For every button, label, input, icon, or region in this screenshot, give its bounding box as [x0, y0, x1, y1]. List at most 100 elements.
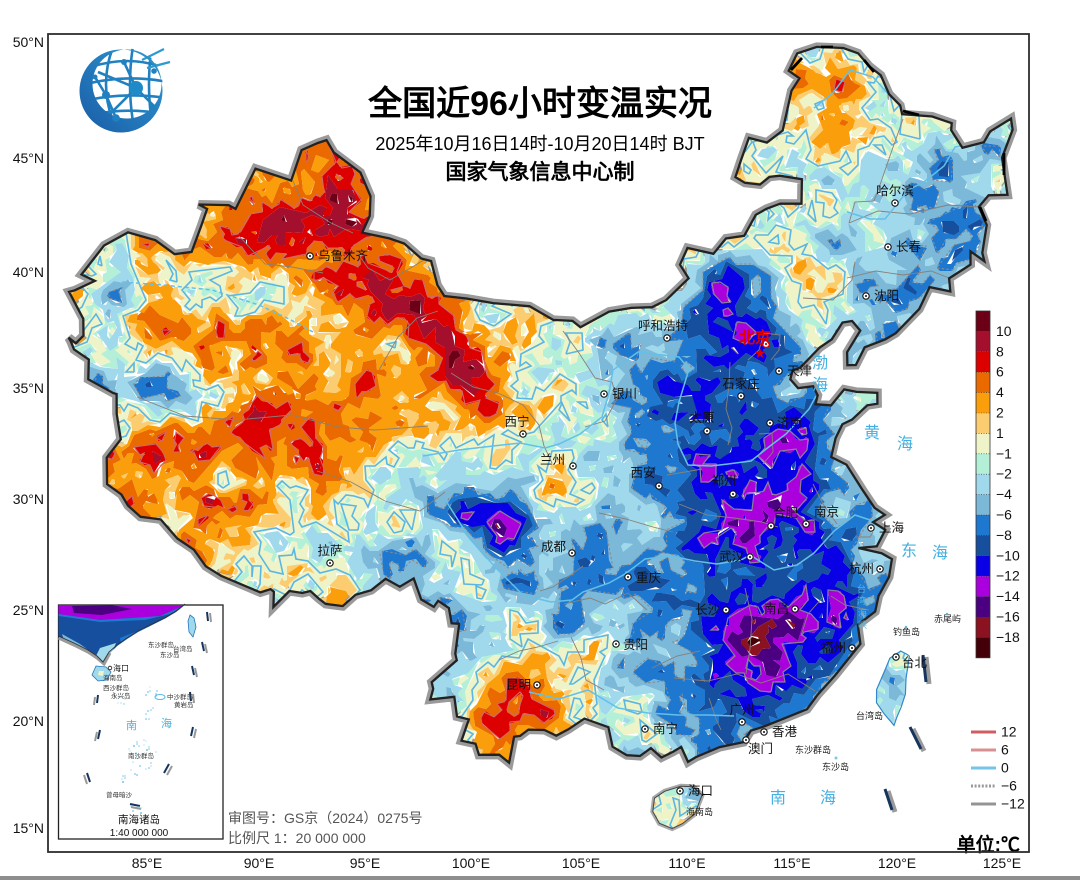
svg-text:0: 0 — [1001, 760, 1009, 776]
svg-text:50°N: 50°N — [13, 34, 44, 50]
svg-text:110°E: 110°E — [668, 855, 705, 871]
svg-text:昆明: 昆明 — [506, 678, 531, 692]
svg-text:−12: −12 — [996, 568, 1020, 584]
svg-text:南: 南 — [126, 719, 137, 732]
svg-text:郑州: 郑州 — [711, 473, 736, 488]
svg-text:南宁: 南宁 — [653, 721, 678, 736]
svg-text:东沙群岛: 东沙群岛 — [795, 744, 831, 755]
svg-text:海: 海 — [161, 716, 172, 730]
svg-text:台湾岛: 台湾岛 — [856, 710, 883, 721]
svg-text:香港: 香港 — [772, 725, 798, 739]
svg-text:海: 海 — [932, 544, 948, 562]
svg-text:25°N: 25°N — [13, 602, 44, 618]
svg-text:−1: −1 — [996, 445, 1012, 461]
svg-text:台: 台 — [857, 583, 866, 594]
svg-text:12: 12 — [1001, 724, 1017, 740]
svg-text:35°N: 35°N — [13, 380, 44, 396]
svg-text:−6: −6 — [996, 507, 1012, 523]
svg-text:银川: 银川 — [612, 387, 637, 401]
svg-text:贵阳: 贵阳 — [623, 638, 648, 652]
svg-text:15°N: 15°N — [13, 820, 44, 836]
svg-text:东: 东 — [901, 542, 917, 560]
svg-text:单位:℃: 单位:℃ — [957, 833, 1020, 856]
svg-text:120°E: 120°E — [878, 855, 916, 871]
svg-text:南海诸岛: 南海诸岛 — [118, 813, 160, 826]
svg-text:东沙岛: 东沙岛 — [822, 761, 849, 772]
svg-text:石家庄: 石家庄 — [722, 376, 760, 391]
svg-text:澳门: 澳门 — [748, 741, 773, 756]
svg-text:115°E: 115°E — [773, 855, 810, 871]
svg-text:北京: 北京 — [739, 328, 771, 347]
svg-text:合肥: 合肥 — [773, 505, 799, 520]
svg-text:−2: −2 — [996, 466, 1012, 482]
svg-text:125°E: 125°E — [983, 855, 1021, 871]
svg-text:海: 海 — [858, 607, 867, 618]
svg-text:黄岩岛: 黄岩岛 — [174, 700, 194, 709]
svg-text:济南: 济南 — [777, 415, 802, 430]
svg-text:海口: 海口 — [688, 783, 713, 798]
svg-text:2: 2 — [996, 405, 1004, 421]
svg-text:西安: 西安 — [630, 465, 655, 480]
svg-text:−18: −18 — [996, 629, 1020, 645]
svg-text:南沙群岛: 南沙群岛 — [128, 751, 154, 760]
svg-text:南京: 南京 — [814, 504, 839, 519]
svg-text:1:40 000 000: 1:40 000 000 — [110, 828, 169, 839]
svg-text:95°E: 95°E — [350, 855, 381, 871]
svg-text:钓鱼岛: 钓鱼岛 — [893, 626, 920, 637]
svg-text:−16: −16 — [996, 609, 1020, 625]
svg-text:天津: 天津 — [787, 364, 812, 378]
svg-text:太原: 太原 — [689, 410, 714, 425]
svg-text:6: 6 — [996, 364, 1004, 380]
svg-text:哈尔滨: 哈尔滨 — [876, 183, 914, 198]
svg-text:−8: −8 — [996, 527, 1012, 543]
svg-text:西宁: 西宁 — [504, 414, 529, 429]
svg-text:国家气象信息中心制: 国家气象信息中心制 — [446, 160, 635, 184]
svg-text:105°E: 105°E — [562, 855, 600, 871]
svg-text:西沙群岛: 西沙群岛 — [103, 683, 129, 692]
svg-text:上海: 上海 — [879, 520, 905, 535]
svg-text:海南岛: 海南岛 — [103, 673, 123, 682]
svg-text:呼和浩特: 呼和浩特 — [638, 318, 688, 333]
svg-text:8: 8 — [996, 343, 1004, 359]
svg-text:东沙群岛: 东沙群岛 — [148, 640, 174, 649]
svg-text:−6: −6 — [1001, 778, 1017, 794]
svg-text:台湾岛: 台湾岛 — [173, 644, 193, 653]
svg-text:中沙群岛: 中沙群岛 — [167, 692, 193, 701]
svg-text:90°E: 90°E — [244, 855, 275, 871]
svg-text:−4: −4 — [996, 486, 1012, 502]
svg-text:45°N: 45°N — [13, 150, 44, 166]
svg-text:20°N: 20°N — [13, 713, 44, 729]
svg-text:兰州: 兰州 — [540, 453, 565, 467]
svg-text:曾母暗沙: 曾母暗沙 — [106, 790, 133, 799]
svg-text:沈阳: 沈阳 — [874, 288, 899, 303]
svg-text:台北: 台北 — [902, 655, 928, 670]
svg-text:1: 1 — [996, 425, 1004, 441]
svg-text:南昌: 南昌 — [764, 601, 789, 616]
svg-text:峡: 峡 — [858, 619, 867, 630]
svg-text:85°E: 85°E — [132, 855, 163, 871]
svg-text:重庆: 重庆 — [636, 570, 662, 585]
svg-text:全国近96小时变温实况: 全国近96小时变温实况 — [367, 84, 712, 123]
svg-text:永兴岛: 永兴岛 — [111, 691, 131, 700]
svg-text:比例尺 1：20 000 000: 比例尺 1：20 000 000 — [228, 830, 366, 846]
svg-text:海: 海 — [812, 376, 828, 394]
svg-text:−12: −12 — [1001, 796, 1025, 812]
svg-text:2025年10月16日14时-10月20日14时 BJT: 2025年10月16日14时-10月20日14时 BJT — [375, 134, 704, 154]
svg-text:海南岛: 海南岛 — [686, 806, 713, 817]
svg-text:30°N: 30°N — [13, 491, 44, 507]
svg-text:−10: −10 — [996, 547, 1020, 563]
svg-text:−14: −14 — [996, 588, 1020, 604]
svg-text:100°E: 100°E — [452, 855, 490, 871]
svg-text:海: 海 — [820, 789, 836, 807]
svg-text:湾: 湾 — [857, 595, 866, 606]
svg-text:福州: 福州 — [821, 640, 846, 655]
svg-text:6: 6 — [1001, 742, 1009, 758]
svg-text:40°N: 40°N — [13, 264, 44, 280]
svg-text:杭州: 杭州 — [849, 561, 874, 576]
svg-text:乌鲁木齐: 乌鲁木齐 — [318, 248, 369, 263]
svg-text:长沙: 长沙 — [695, 603, 721, 617]
svg-text:长春: 长春 — [896, 240, 922, 254]
svg-text:东沙岛: 东沙岛 — [160, 650, 180, 659]
svg-text:海口: 海口 — [113, 663, 129, 673]
svg-text:渤: 渤 — [812, 354, 828, 372]
